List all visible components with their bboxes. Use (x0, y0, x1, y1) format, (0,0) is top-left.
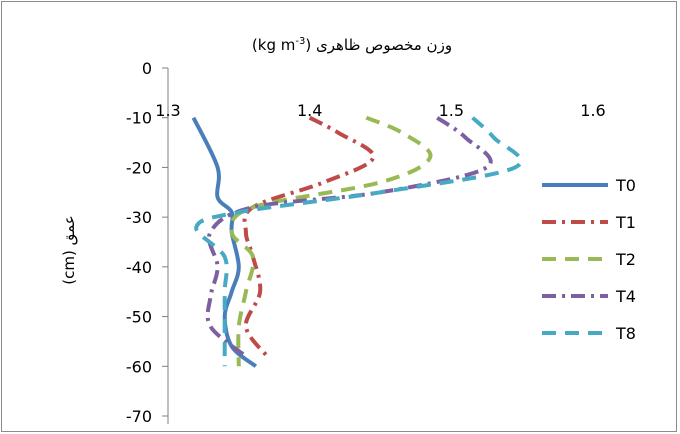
y-axis-ticks: 0 -10 -20 -30 -40 -50 -60 -70 (126, 59, 168, 426)
chart-title: وزن مخصوص ظاهری (kg m-3) (252, 36, 452, 54)
chart-title-superscript: -3 (295, 36, 305, 47)
legend-label-t2: T2 (615, 250, 636, 269)
y-tick-label: 0 (142, 59, 152, 78)
x-tick-label: 1.6 (580, 101, 605, 120)
y-tick-label: -50 (126, 308, 152, 327)
x-tick-label: 1.3 (155, 101, 180, 120)
x-tick-label: 1.5 (439, 101, 464, 120)
legend-label-t0: T0 (615, 176, 636, 195)
y-axis-label: عمق (cm) (60, 215, 78, 284)
series-lines (191, 115, 523, 368)
y-tick-label: -60 (126, 357, 152, 376)
y-tick-label: -20 (126, 158, 152, 177)
chart-title-main: وزن مخصوص ظاهری (kg m (258, 36, 452, 54)
series-line-t8 (194, 116, 523, 367)
legend-label-t8: T8 (615, 324, 636, 343)
x-axis-ticks: 1.3 1.4 1.5 1.6 (155, 101, 605, 120)
y-tick-label: -40 (126, 258, 152, 277)
y-tick-label: -70 (126, 407, 152, 426)
chart-title-close: ) (252, 36, 258, 54)
x-tick-label: 1.4 (297, 101, 322, 120)
legend: T0 T1 T2 T4 T8 (542, 176, 636, 343)
y-tick-label: -30 (126, 208, 152, 227)
series-line-t2 (229, 115, 433, 367)
legend-label-t4: T4 (615, 287, 636, 306)
series-line-t1 (242, 115, 376, 358)
y-tick-label: -10 (126, 109, 152, 128)
series-line-t4 (205, 116, 493, 358)
legend-label-t1: T1 (615, 213, 636, 232)
chart-title-text: وزن مخصوص ظاهری (kg m-3) (252, 36, 452, 54)
